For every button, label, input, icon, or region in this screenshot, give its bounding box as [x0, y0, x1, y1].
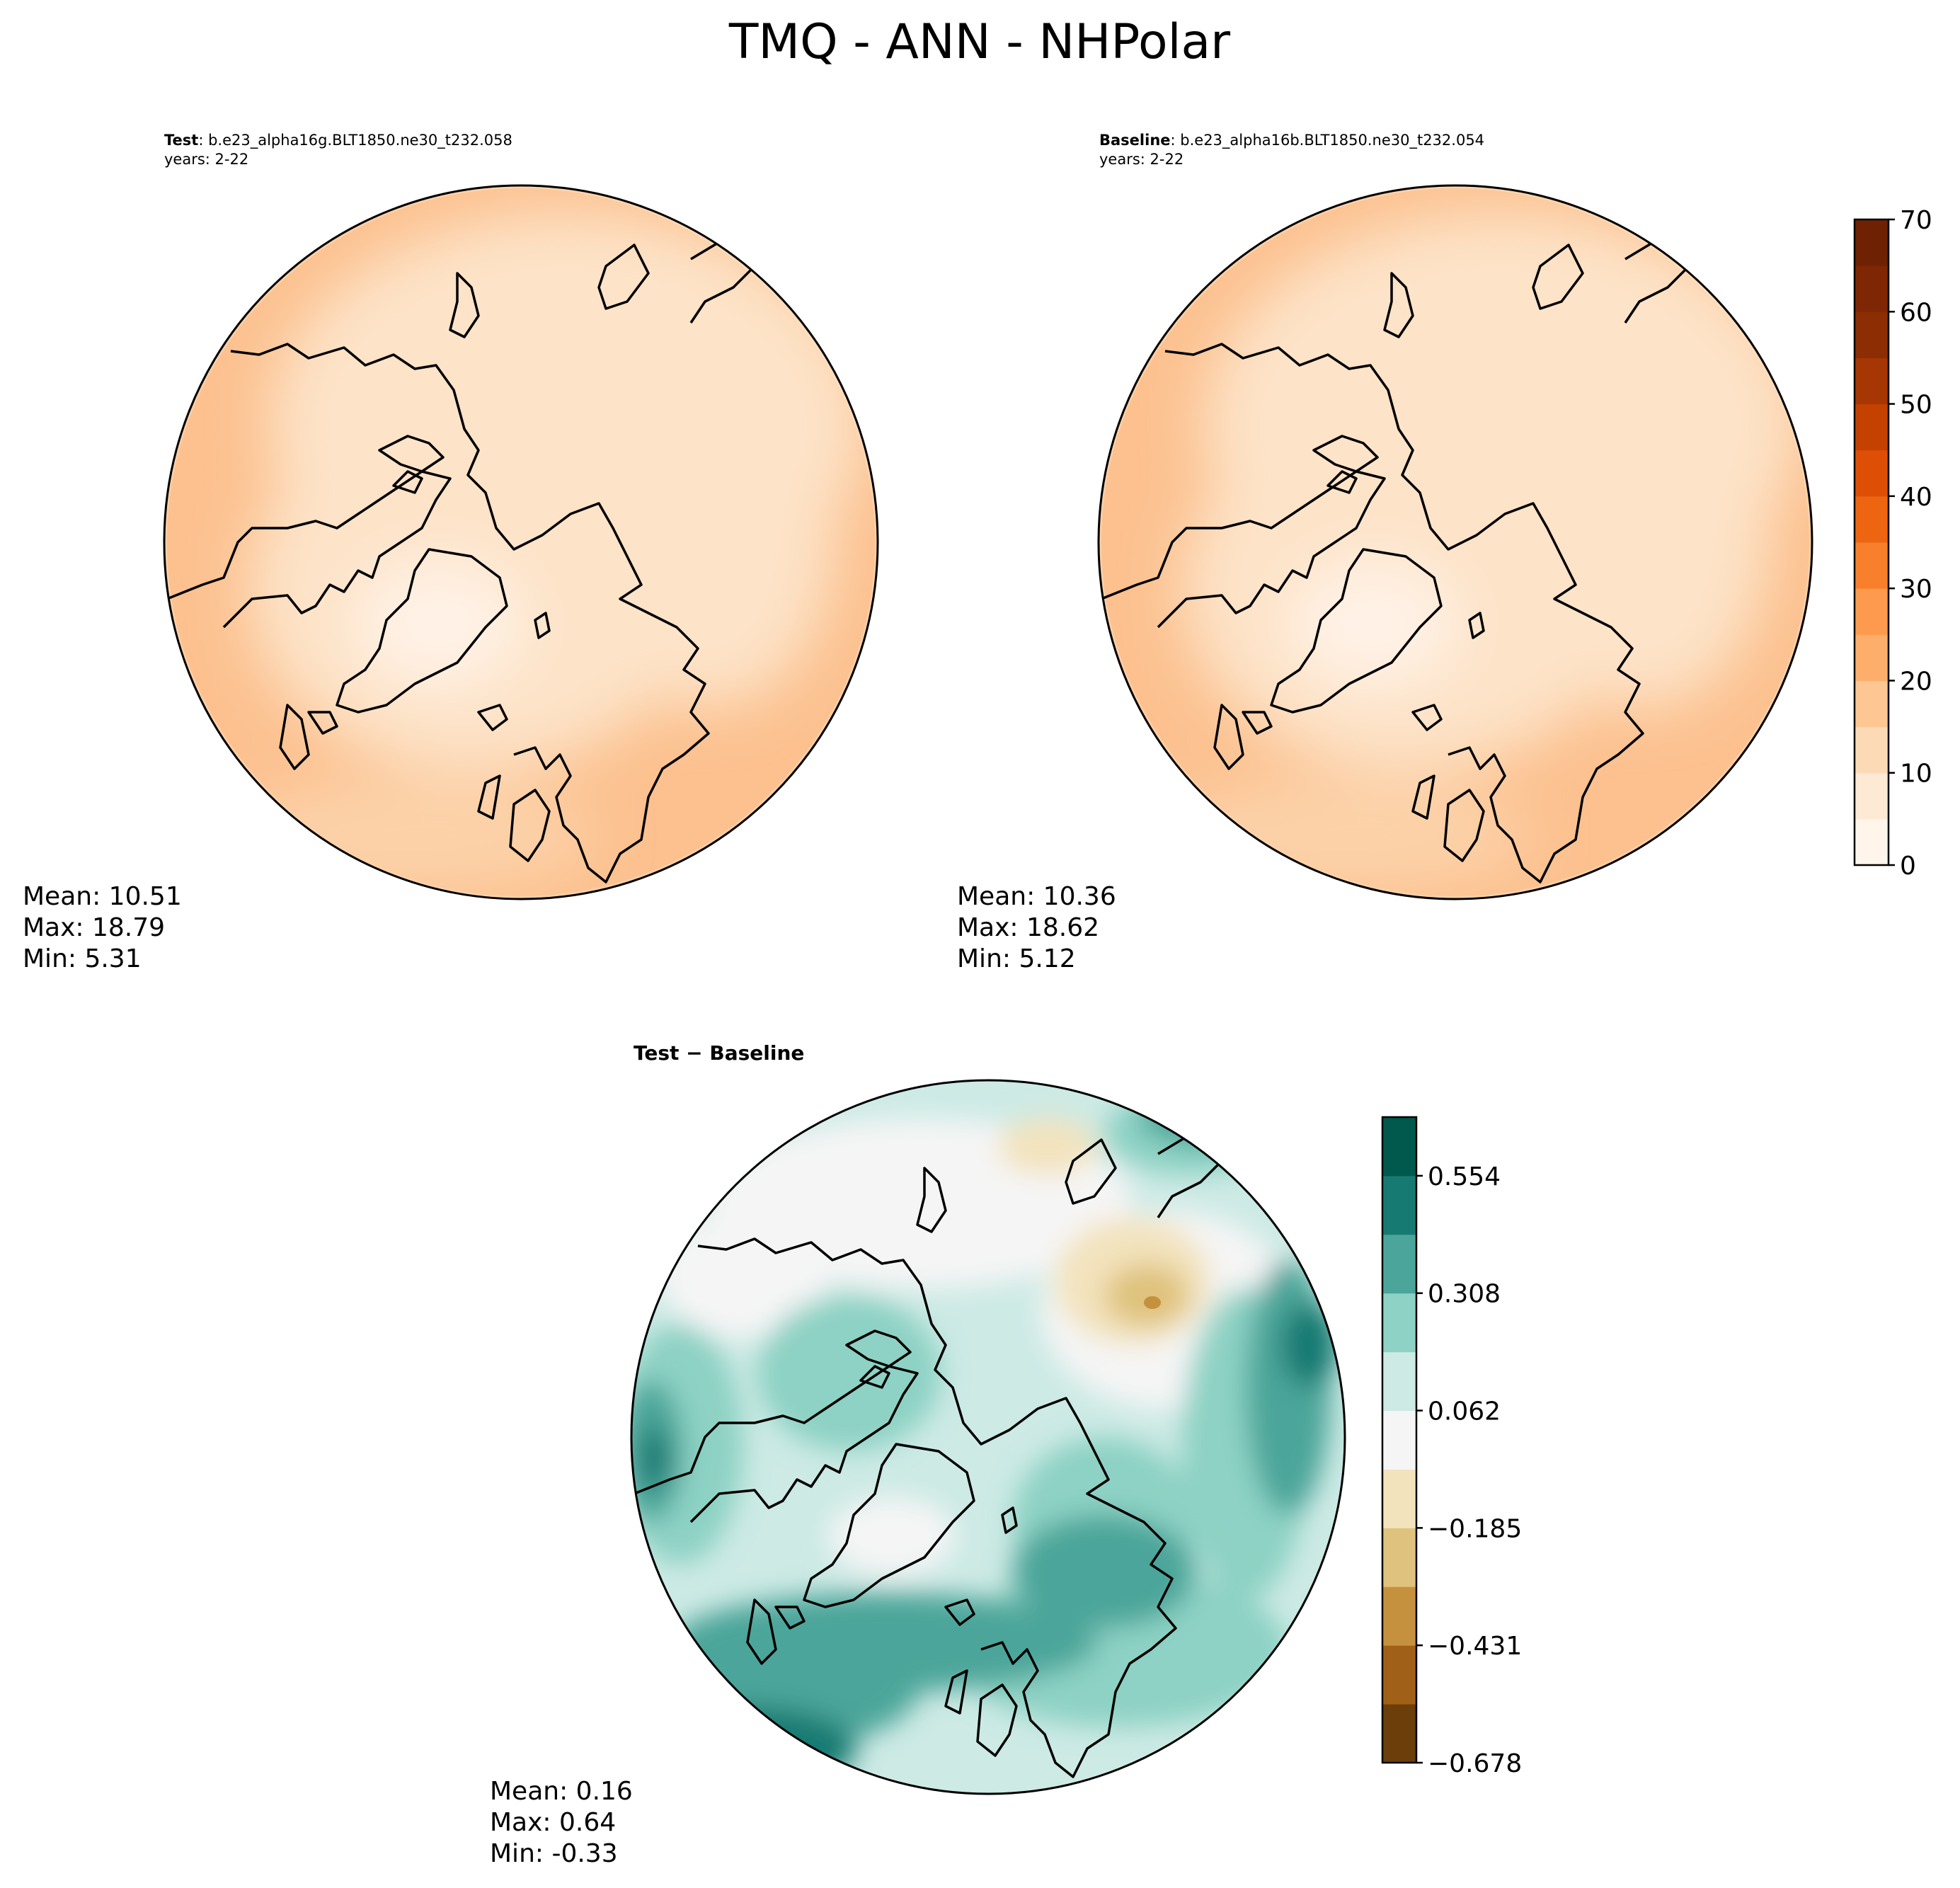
colorbar-difference: −0.678 −0.431 −0.185 0.062 0.308 0.554	[1381, 1116, 1522, 1778]
colorbar-difference-level	[1382, 1586, 1416, 1646]
colorbar-main-level	[1855, 634, 1889, 681]
colorbar-main-level	[1855, 818, 1889, 866]
colorbar-difference-level	[1382, 1410, 1416, 1470]
test-panel: Test: b.e23_alpha16g.BLT1850.ne30_t232.0…	[23, 132, 879, 973]
difference-map	[631, 1080, 1345, 1794]
colorbar-difference-tick-label: −0.185	[1428, 1514, 1522, 1543]
colorbar-main-tick-label: 20	[1900, 667, 1932, 696]
colorbar-main-tick-label: 50	[1900, 391, 1932, 420]
colorbar-difference-level	[1382, 1351, 1416, 1412]
baseline-stat-min: Min: 5.12	[957, 944, 1076, 973]
colorbar-difference-level	[1382, 1293, 1416, 1353]
test-title-bold: Test	[164, 132, 198, 149]
colorbar-main-level	[1855, 772, 1889, 820]
colorbar-difference-level	[1382, 1528, 1416, 1587]
figure-title: TMQ - ANN - NHPolar	[728, 14, 1230, 70]
colorbar-main-level	[1855, 542, 1889, 589]
test-map	[164, 185, 878, 899]
test-stat-mean: Mean: 10.51	[23, 882, 182, 911]
difference-title: Test − Baseline	[634, 1041, 804, 1065]
baseline-years: years: 2-22	[1099, 151, 1184, 168]
colorbar-main-tick-label: 10	[1900, 760, 1932, 789]
baseline-stat-mean: Mean: 10.36	[957, 882, 1116, 911]
test-stat-max: Max: 18.79	[23, 913, 165, 942]
colorbar-difference-tick-label: 0.554	[1428, 1162, 1501, 1191]
baseline-stat-max: Max: 18.62	[957, 913, 1099, 942]
baseline-title-bold: Baseline	[1099, 132, 1171, 149]
colorbar-main-level	[1855, 357, 1889, 405]
difference-stat-min: Min: -0.33	[490, 1839, 618, 1868]
colorbar-main-level	[1855, 496, 1889, 543]
test-title: Test: b.e23_alpha16g.BLT1850.ne30_t232.0…	[164, 132, 512, 149]
test-stat-min: Min: 5.31	[23, 944, 142, 973]
baseline-title: Baseline: b.e23_alpha16b.BLT1850.ne30_t2…	[1099, 132, 1484, 149]
colorbar-main-level	[1855, 404, 1889, 451]
colorbar-difference-tick-label: 0.308	[1428, 1280, 1501, 1309]
colorbar-main-level	[1855, 726, 1889, 774]
baseline-map	[1099, 185, 1812, 899]
colorbar-difference-level	[1382, 1469, 1416, 1528]
colorbar-main-tick-label: 40	[1900, 483, 1932, 512]
colorbar-main-tick-label: 60	[1900, 298, 1932, 327]
colorbar-main-level	[1855, 450, 1889, 497]
colorbar-difference-level	[1382, 1234, 1416, 1294]
colorbar-main-level	[1855, 265, 1889, 312]
test-map-border	[163, 184, 879, 900]
colorbar-difference-level	[1382, 1175, 1416, 1235]
baseline-map-border	[1097, 184, 1813, 900]
colorbar-difference-tick-label: 0.062	[1428, 1397, 1501, 1426]
difference-stat-max: Max: 0.64	[490, 1808, 616, 1837]
baseline-panel: Baseline: b.e23_alpha16b.BLT1850.ne30_t2…	[957, 132, 1813, 973]
colorbar-main-level	[1855, 588, 1889, 635]
difference-stat-mean: Mean: 0.16	[490, 1777, 633, 1806]
test-years: years: 2-22	[164, 151, 248, 168]
colorbar-main-frame	[1853, 218, 1890, 866]
baseline-title-rest: : b.e23_alpha16b.BLT1850.ne30_t232.054	[1171, 132, 1485, 149]
colorbar-main-tick-label: 0	[1900, 852, 1916, 881]
colorbar-difference-frame	[1381, 1116, 1418, 1764]
difference-panel: Test − Baseline	[490, 1041, 1346, 1868]
colorbar-difference-level	[1382, 1704, 1416, 1763]
colorbar-main-tick-label: 30	[1900, 575, 1932, 604]
colorbar-main-level	[1855, 311, 1889, 358]
colorbar-main-level	[1855, 219, 1889, 266]
colorbar-difference-tick-label: −0.431	[1428, 1632, 1522, 1661]
colorbar-main-level	[1855, 680, 1889, 728]
colorbar-difference-level	[1382, 1117, 1416, 1177]
colorbar-main: 0 10 20 30 40 50 60 70	[1853, 206, 1932, 881]
colorbar-main-tick-label: 70	[1900, 206, 1932, 235]
difference-map-border	[630, 1079, 1346, 1795]
test-title-rest: : b.e23_alpha16g.BLT1850.ne30_t232.058	[198, 132, 512, 149]
colorbar-difference-level	[1382, 1645, 1416, 1705]
colorbar-difference-tick-label: −0.678	[1428, 1749, 1522, 1778]
